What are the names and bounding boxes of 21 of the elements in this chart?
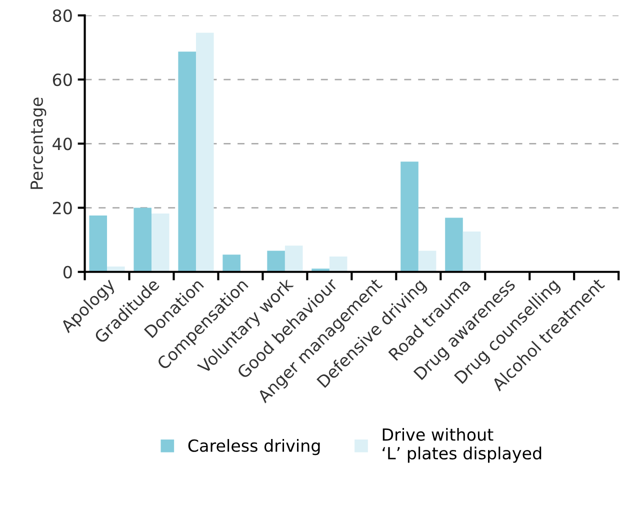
bar [329,256,348,272]
bar [462,231,481,272]
bar [267,250,285,272]
bar [400,162,418,272]
bar [445,218,463,272]
y-tick-label: 80 [52,9,72,22]
bar [152,214,170,272]
y-tick-label: 60 [52,73,72,86]
y-tick-label: 0 [63,266,72,278]
bar [222,254,240,272]
bar [134,208,152,272]
bar [178,52,196,272]
bar [284,246,303,272]
bar [418,250,436,272]
y-axis-title: Percentage [30,98,46,189]
legend-label: Drive without ‘L’ plates displayed [382,428,542,463]
bar [89,215,108,272]
y-tick-label: 20 [52,202,72,214]
y-tick-label: 40 [52,138,72,150]
legend-label: Careless driving [188,439,320,456]
bar [196,32,214,272]
